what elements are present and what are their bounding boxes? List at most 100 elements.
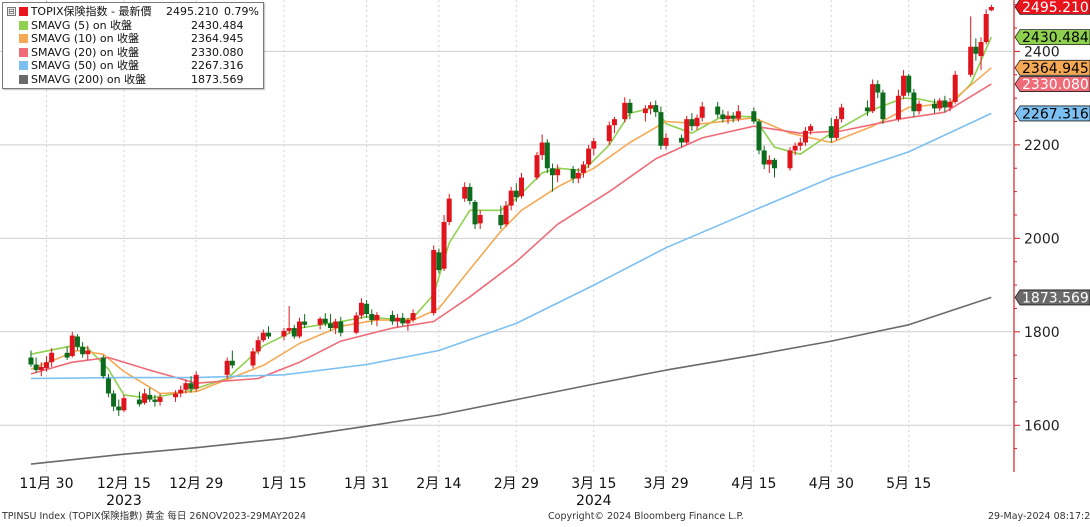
candle-body <box>952 74 958 102</box>
candle <box>395 314 401 328</box>
candle-body <box>679 137 685 143</box>
legend-row-sma5[interactable]: SMAVG (5) on 收盤 2430.484 <box>7 19 259 33</box>
candle <box>549 163 555 192</box>
x-year-label: 2023 <box>106 493 142 509</box>
candle-body <box>684 119 690 143</box>
candle <box>28 350 34 367</box>
legend-row-sma10[interactable]: SMAVG (10) on 收盤 2364.945 <box>7 32 259 46</box>
candle-body <box>291 328 297 337</box>
x-tick-label: 3月 15 <box>571 476 616 492</box>
candle-body <box>870 84 876 112</box>
legend-value: 2430.484 <box>191 18 244 32</box>
grid-layer <box>0 0 1012 472</box>
legend-value: 2330.080 <box>191 45 244 59</box>
candle-body <box>973 46 979 54</box>
candle <box>725 111 731 124</box>
candle-body <box>152 399 158 402</box>
candle <box>508 186 514 211</box>
candle <box>828 117 834 143</box>
candle-body <box>69 335 75 357</box>
candle <box>142 388 148 405</box>
candle <box>467 183 473 205</box>
candle-body <box>689 119 695 127</box>
candle-body <box>539 142 545 156</box>
candle-body <box>43 362 49 369</box>
candle-body <box>85 350 91 355</box>
candle <box>937 98 943 112</box>
candle-body <box>895 95 901 120</box>
candle <box>715 101 721 118</box>
candle-body <box>358 302 364 316</box>
candle <box>968 16 974 78</box>
x-tick-label: 4月 30 <box>809 476 854 492</box>
legend-row-sma50[interactable]: SMAVG (50) on 收盤 2267.316 <box>7 59 259 73</box>
candle <box>580 161 586 178</box>
candle <box>699 101 705 122</box>
candle <box>229 350 235 369</box>
candle <box>880 89 886 124</box>
candle <box>864 100 870 116</box>
candle <box>296 317 302 339</box>
candle <box>80 342 86 358</box>
candle <box>255 336 261 355</box>
candle-body <box>906 75 912 93</box>
candle <box>178 385 184 398</box>
candle-body <box>281 330 287 337</box>
candle-body <box>802 130 808 143</box>
candle-body <box>513 190 519 198</box>
last-value-text: 2430.484 <box>1022 30 1089 46</box>
legend-row-sma20[interactable]: SMAVG (20) on 收盤 2330.080 <box>7 46 259 60</box>
candle-body <box>715 106 721 115</box>
candle-body <box>302 321 308 325</box>
x-year-label: 2024 <box>576 493 612 509</box>
legend-name: SMAVG (20) on 收盤 <box>31 45 140 59</box>
candle <box>932 99 938 114</box>
candle <box>751 107 757 124</box>
legend-row-sma200[interactable]: SMAVG (200) on 收盤 1873.569 <box>7 73 259 87</box>
candle-body <box>658 112 664 146</box>
candle <box>193 371 199 392</box>
candle-body <box>983 14 989 43</box>
legend-value: 1873.569 <box>191 72 244 86</box>
candle <box>147 387 153 402</box>
candle <box>663 133 669 150</box>
candle-body <box>968 46 974 75</box>
candle-body <box>611 119 617 126</box>
legend-swatch-sma50 <box>19 61 28 71</box>
candle-body <box>338 321 344 333</box>
candle-body <box>792 145 798 151</box>
candle <box>906 73 912 96</box>
candle <box>353 312 359 335</box>
candle <box>544 139 550 173</box>
candle <box>771 157 777 178</box>
x-tick-label: 11月 30 <box>19 476 73 492</box>
x-tick-label: 1月 15 <box>261 476 306 492</box>
candle <box>911 88 917 117</box>
candle <box>49 348 55 367</box>
candle-body <box>911 92 917 112</box>
legend-value: 2364.945 <box>191 32 244 45</box>
collapse-icon[interactable]: ⊟ <box>7 7 16 17</box>
candle <box>338 316 344 337</box>
chart-legend[interactable]: ⊟ TOPIX保険指数 - 最新價 2495.210 0.79% SMAVG (… <box>2 2 264 89</box>
candle-body <box>224 360 230 375</box>
candle <box>374 312 380 327</box>
candle <box>792 142 798 156</box>
legend-value: 2495.210 <box>166 5 219 18</box>
candle-body <box>400 317 406 324</box>
candle <box>281 328 287 341</box>
candle-body <box>725 115 731 120</box>
candle <box>952 71 958 104</box>
candle-body <box>730 115 736 119</box>
candle-body <box>64 352 70 358</box>
candle <box>157 393 163 406</box>
candle <box>446 193 452 226</box>
candle <box>658 106 664 150</box>
last-value-flag <box>1014 289 1090 306</box>
candle-body <box>369 314 375 321</box>
candle <box>947 98 953 112</box>
legend-row-price[interactable]: ⊟ TOPIX保険指数 - 最新價 2495.210 0.79% <box>7 5 259 19</box>
candle-body <box>250 351 256 366</box>
candle-body <box>833 119 839 138</box>
